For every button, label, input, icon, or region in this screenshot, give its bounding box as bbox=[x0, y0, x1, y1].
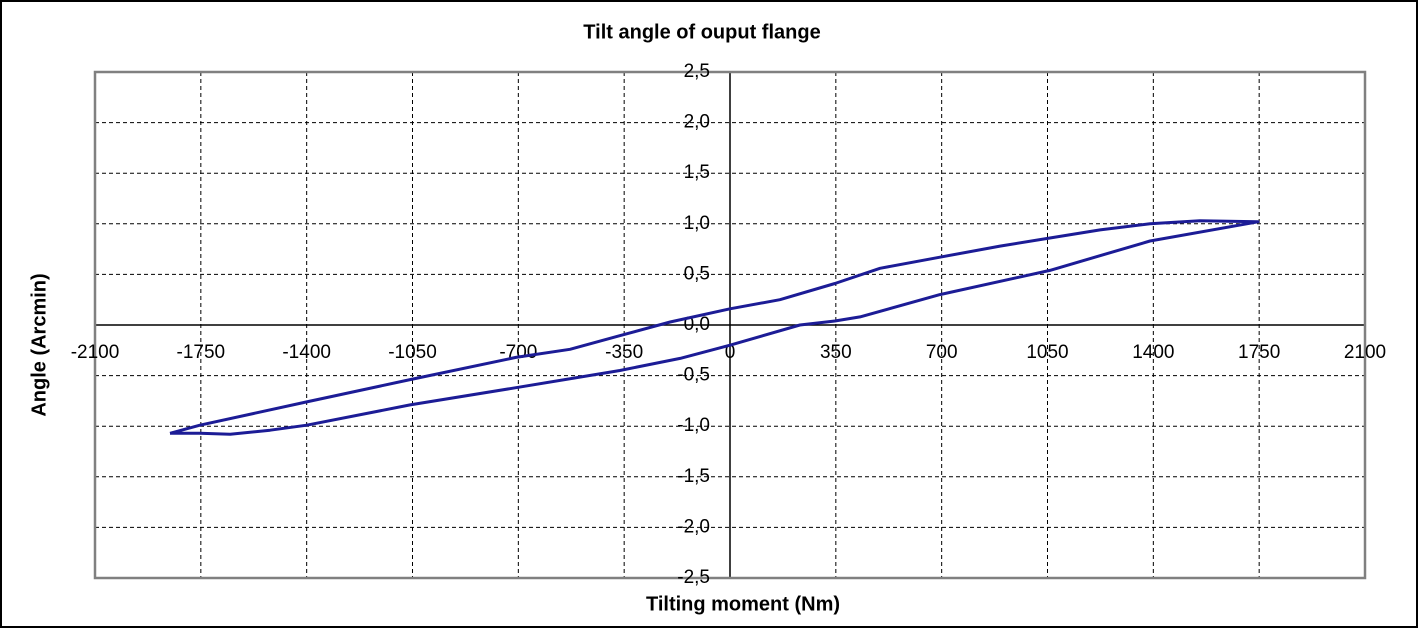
y-tick-label: -2,5 bbox=[677, 567, 710, 588]
x-tick-label: 1400 bbox=[1132, 342, 1174, 363]
y-tick-label: 2,5 bbox=[684, 61, 710, 82]
x-tick-label: -1050 bbox=[388, 342, 437, 363]
x-tick-label: -1750 bbox=[177, 342, 226, 363]
data-line bbox=[169, 219, 1260, 436]
x-tick-label: 350 bbox=[820, 342, 852, 363]
x-tick-label: 1750 bbox=[1238, 342, 1280, 363]
chart-title: Tilt angle of ouput flange bbox=[583, 21, 820, 43]
y-tick-label: -2,0 bbox=[677, 516, 710, 537]
plot-frame bbox=[93, 70, 1367, 580]
x-tick-label: 2100 bbox=[1344, 342, 1386, 363]
y-tick-label: -0,5 bbox=[677, 365, 710, 386]
x-tick-label: -350 bbox=[605, 342, 643, 363]
x-axis-label: Tilting moment (Nm) bbox=[646, 593, 840, 615]
x-tick-label: 1050 bbox=[1026, 342, 1068, 363]
x-tick-label: -2100 bbox=[71, 342, 120, 363]
y-tick-label: 2,0 bbox=[684, 112, 710, 133]
y-tick-label: 1,5 bbox=[684, 162, 710, 183]
x-tick-label: -1400 bbox=[282, 342, 331, 363]
y-tick-label: 1,0 bbox=[684, 213, 710, 234]
y-tick-label: 0,0 bbox=[684, 314, 710, 335]
y-axis-label: Angle (Arcmin) bbox=[28, 273, 50, 416]
y-tick-label: -1,5 bbox=[677, 466, 710, 487]
y-tick-label: -1,0 bbox=[677, 415, 710, 436]
x-tick-label: 0 bbox=[725, 342, 736, 363]
y-tick-label: 0,5 bbox=[684, 263, 710, 284]
x-tick-label: 700 bbox=[926, 342, 958, 363]
